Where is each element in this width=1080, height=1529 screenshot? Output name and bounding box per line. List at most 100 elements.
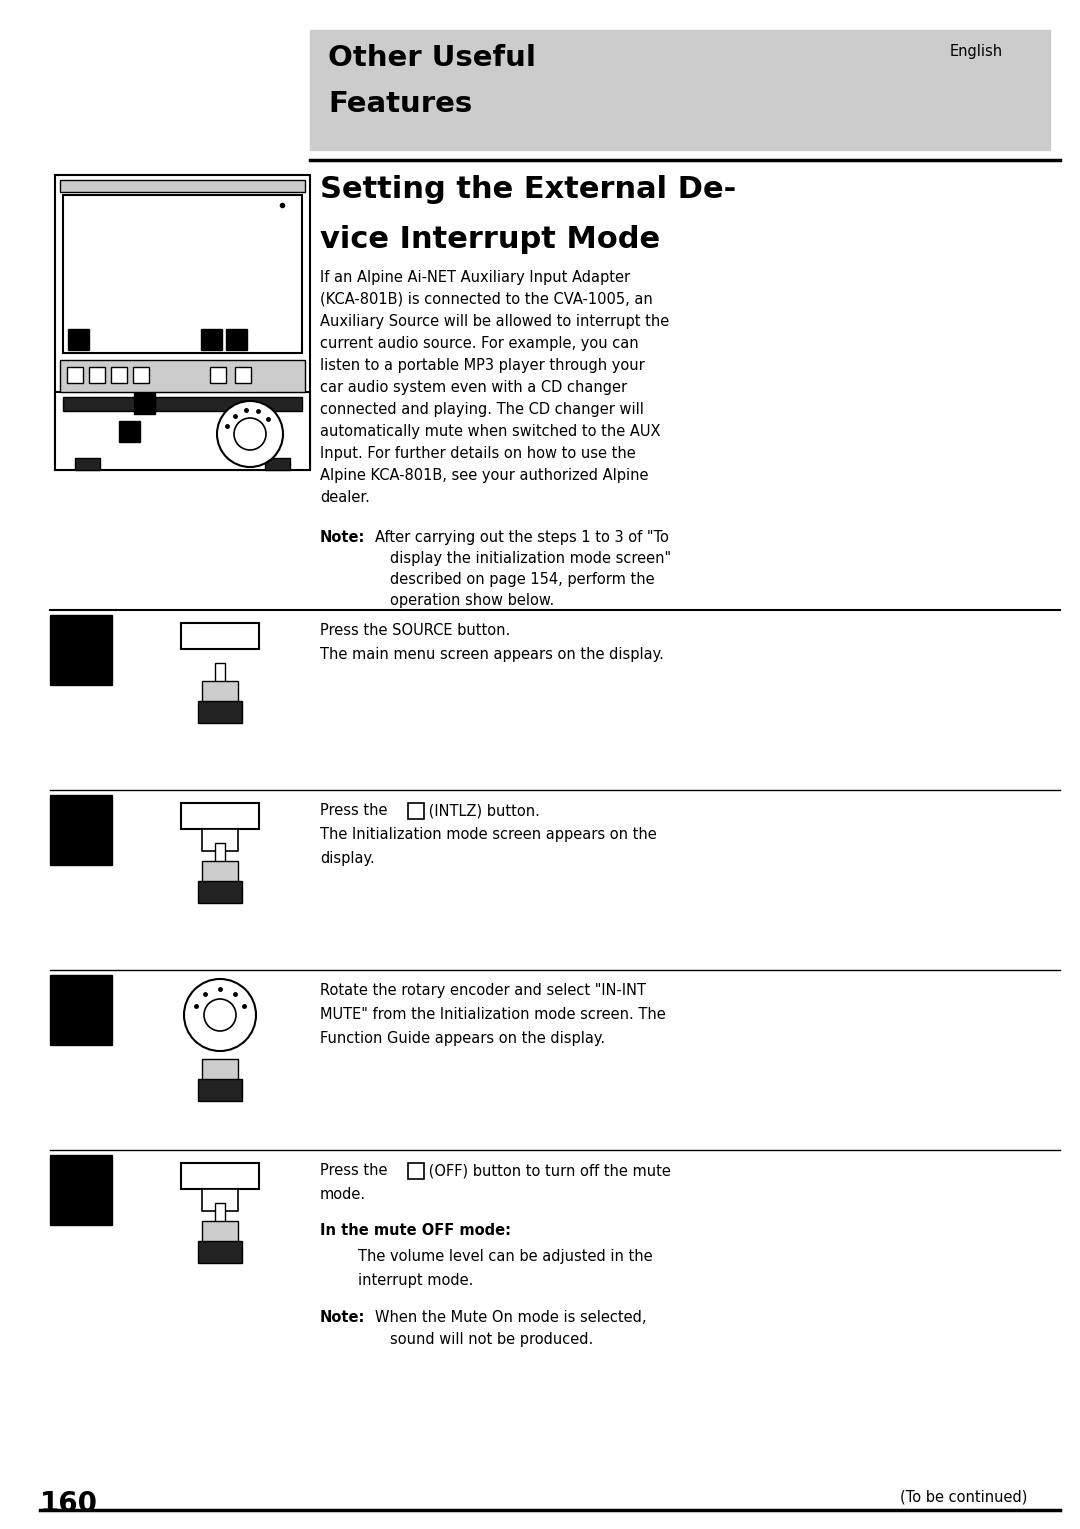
Bar xyxy=(55,391,310,469)
Text: 3: 3 xyxy=(66,985,96,1027)
Text: current audio source. For example, you can: current audio source. For example, you c… xyxy=(320,336,638,352)
Text: Setting the External De-: Setting the External De- xyxy=(320,174,737,203)
Bar xyxy=(181,1164,259,1190)
Bar xyxy=(408,1164,424,1179)
Text: interrupt mode.: interrupt mode. xyxy=(357,1274,473,1287)
Text: car audio system even with a CD changer: car audio system even with a CD changer xyxy=(320,381,627,394)
Bar xyxy=(215,1203,225,1223)
Text: The main menu screen appears on the display.: The main menu screen appears on the disp… xyxy=(320,647,664,662)
Bar xyxy=(111,367,127,382)
Bar xyxy=(265,459,291,469)
Bar xyxy=(198,881,242,904)
Text: The Initialization mode screen appears on the: The Initialization mode screen appears o… xyxy=(320,827,657,842)
Bar xyxy=(50,795,112,865)
Bar xyxy=(408,803,424,820)
Text: (OFF) button to turn off the mute: (OFF) button to turn off the mute xyxy=(424,1164,671,1177)
Text: If an Alpine Ai-NET Auxiliary Input Adapter: If an Alpine Ai-NET Auxiliary Input Adap… xyxy=(320,271,630,284)
Text: 1: 1 xyxy=(413,1164,420,1177)
Text: 1: 1 xyxy=(140,394,149,408)
Text: 1: 1 xyxy=(216,1193,224,1205)
Text: 1: 1 xyxy=(66,625,96,668)
Text: described on page 154, perform the: described on page 154, perform the xyxy=(390,572,654,587)
Text: 4: 4 xyxy=(73,330,83,344)
Text: MUTE" from the Initialization mode screen. The: MUTE" from the Initialization mode scree… xyxy=(320,1008,665,1021)
Text: display.: display. xyxy=(320,852,375,865)
Text: (To be continued): (To be continued) xyxy=(900,1489,1027,1505)
Text: Rotate the rotary encoder and select "IN-INT: Rotate the rotary encoder and select "IN… xyxy=(320,983,646,998)
Text: 3: 3 xyxy=(125,424,134,436)
Text: Alpine KCA-801B, see your authorized Alpine: Alpine KCA-801B, see your authorized Alp… xyxy=(320,468,648,483)
Text: 6: 6 xyxy=(216,832,224,846)
Text: vice Interrupt Mode: vice Interrupt Mode xyxy=(320,225,660,254)
Bar xyxy=(202,829,238,852)
Bar xyxy=(181,622,259,648)
Bar xyxy=(67,367,83,382)
Text: OFF: OFF xyxy=(207,1168,233,1180)
Text: INTLZ: INTLZ xyxy=(201,807,240,821)
Bar xyxy=(198,700,242,723)
Bar xyxy=(226,329,247,350)
Text: sound will not be produced.: sound will not be produced. xyxy=(390,1332,593,1347)
Text: mode.: mode. xyxy=(320,1187,366,1202)
Bar xyxy=(201,329,222,350)
Bar xyxy=(50,615,112,685)
Text: Other Useful: Other Useful xyxy=(328,44,536,72)
Text: Auxiliary Source will be allowed to interrupt the: Auxiliary Source will be allowed to inte… xyxy=(320,313,670,329)
Text: Note:: Note: xyxy=(320,1310,365,1326)
Text: 2: 2 xyxy=(66,804,96,849)
Circle shape xyxy=(234,417,266,450)
Text: 4: 4 xyxy=(66,1165,96,1208)
Text: 2: 2 xyxy=(207,330,216,344)
Text: After carrying out the steps 1 to 3 of "To: After carrying out the steps 1 to 3 of "… xyxy=(375,531,669,544)
Bar xyxy=(235,367,251,382)
Bar xyxy=(89,367,105,382)
Text: connected and playing. The CD changer will: connected and playing. The CD changer wi… xyxy=(320,402,644,417)
Bar xyxy=(134,393,156,414)
Bar xyxy=(181,803,259,829)
Bar xyxy=(63,398,302,411)
Circle shape xyxy=(204,998,237,1031)
Text: (INTLZ) button.: (INTLZ) button. xyxy=(424,803,540,818)
Text: Features: Features xyxy=(328,90,472,118)
Bar xyxy=(133,367,149,382)
Text: 6: 6 xyxy=(413,804,420,816)
Text: automatically mute when switched to the AUX: automatically mute when switched to the … xyxy=(320,424,661,439)
Bar xyxy=(202,1060,238,1081)
Text: listen to a portable MP3 player through your: listen to a portable MP3 player through … xyxy=(320,358,645,373)
Circle shape xyxy=(217,401,283,466)
Text: Function Guide appears on the display.: Function Guide appears on the display. xyxy=(320,1031,605,1046)
Bar xyxy=(63,196,302,353)
Text: When the Mute On mode is selected,: When the Mute On mode is selected, xyxy=(375,1310,647,1326)
Bar xyxy=(215,842,225,862)
Bar xyxy=(202,1222,238,1243)
Text: English: English xyxy=(950,44,1003,60)
Text: operation show below.: operation show below. xyxy=(390,593,554,609)
Text: 160: 160 xyxy=(40,1489,98,1518)
Text: Press the SOURCE button.: Press the SOURCE button. xyxy=(320,622,510,638)
Bar xyxy=(75,459,100,469)
Bar xyxy=(60,180,305,193)
Text: SOURCE: SOURCE xyxy=(193,628,247,641)
Text: Input. For further details on how to use the: Input. For further details on how to use… xyxy=(320,446,636,462)
Bar xyxy=(202,680,238,703)
Bar xyxy=(310,31,1050,150)
Text: Press the: Press the xyxy=(320,1164,392,1177)
Bar xyxy=(119,420,140,442)
Bar xyxy=(60,359,305,391)
Bar xyxy=(50,976,112,1044)
Text: In the mute OFF mode:: In the mute OFF mode: xyxy=(320,1223,511,1238)
Bar xyxy=(202,861,238,884)
Bar xyxy=(68,329,89,350)
Bar xyxy=(55,174,310,469)
Text: 5: 5 xyxy=(232,330,241,344)
Bar xyxy=(202,1190,238,1211)
Text: Press the: Press the xyxy=(320,803,392,818)
Bar xyxy=(210,367,226,382)
Text: display the initialization mode screen": display the initialization mode screen" xyxy=(390,550,671,566)
Text: dealer.: dealer. xyxy=(320,489,369,505)
Text: Note:: Note: xyxy=(320,531,365,544)
Bar xyxy=(215,664,225,683)
Bar xyxy=(198,1079,242,1101)
Text: The volume level can be adjusted in the: The volume level can be adjusted in the xyxy=(357,1249,652,1264)
Text: (KCA-801B) is connected to the CVA-1005, an: (KCA-801B) is connected to the CVA-1005,… xyxy=(320,292,652,307)
